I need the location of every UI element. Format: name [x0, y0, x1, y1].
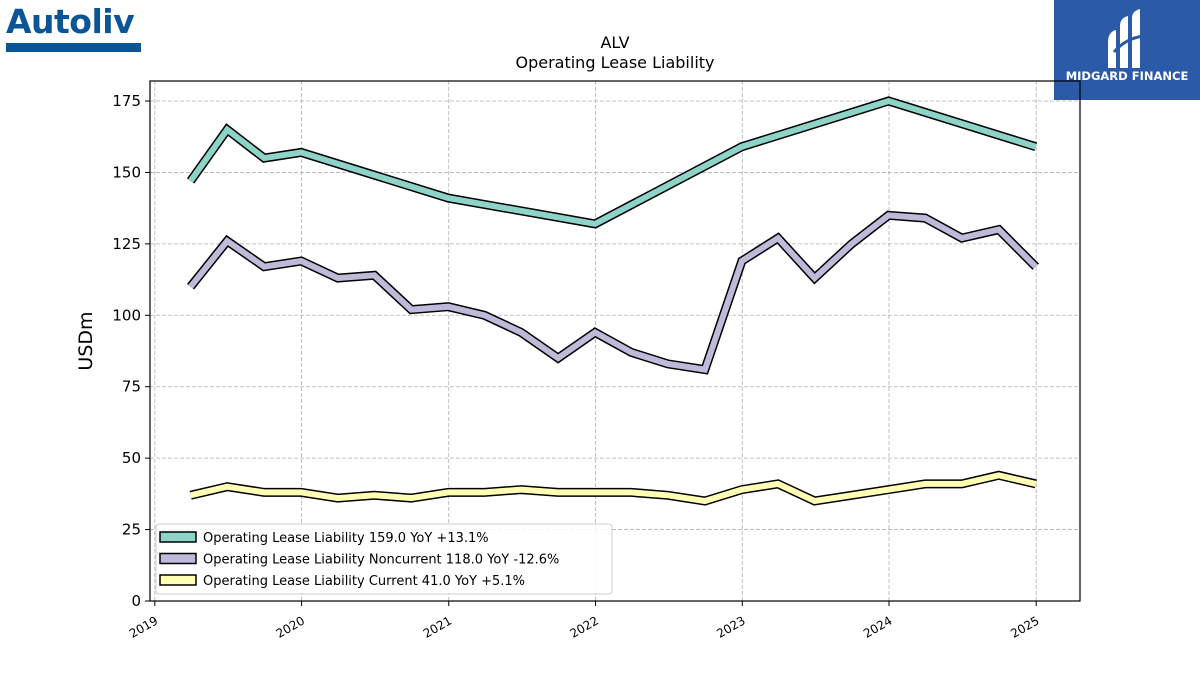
y-tick-label: 175 — [112, 92, 141, 110]
x-tick-label: 2019 — [127, 613, 160, 640]
series-lines — [186, 96, 1039, 506]
x-tick-label: 2023 — [714, 613, 747, 640]
midgard-finance-text: MIDGARD FINANCE — [1065, 69, 1189, 83]
series-line-outline — [186, 96, 1038, 229]
series-line — [188, 212, 1038, 373]
series-line — [189, 472, 1037, 505]
y-tick-label: 125 — [112, 235, 141, 253]
series-2 — [187, 210, 1039, 375]
legend-label: Operating Lease Liability Noncurrent 118… — [203, 553, 559, 568]
y-tick-label: 150 — [112, 163, 141, 181]
autoliv-logo: Autoliv — [6, 2, 142, 52]
legend-label: Operating Lease Liability 159.0 YoY +13.… — [203, 531, 489, 546]
x-tick-label: 2024 — [861, 613, 894, 640]
series-3 — [189, 470, 1037, 506]
legend-swatch — [159, 574, 197, 586]
legend-swatch — [159, 531, 197, 543]
legend-box — [155, 523, 613, 595]
y-tick-label: 25 — [122, 521, 141, 539]
midgard-monogram-icon — [1108, 9, 1145, 68]
y-axis-label: USDm — [75, 311, 97, 370]
chart-subtitle: Operating Lease Liability — [515, 53, 714, 72]
x-tick-label: 2022 — [568, 613, 601, 640]
grid — [150, 81, 1080, 602]
autoliv-logo-text: Autoliv — [6, 2, 135, 41]
plot-frame — [149, 80, 1081, 602]
y-tick-label: 100 — [112, 306, 141, 324]
x-tick-label: 2020 — [274, 613, 307, 640]
midgard-finance-logo: MIDGARD FINANCE — [1054, 0, 1200, 100]
x-tick-label: 2021 — [421, 613, 454, 640]
y-tick-label: 75 — [122, 378, 141, 396]
y-tick-label: 50 — [122, 449, 141, 467]
series-1 — [186, 96, 1038, 229]
legend: Operating Lease Liability 159.0 YoY +13.… — [155, 523, 613, 595]
series-line-outline — [187, 210, 1039, 375]
x-tick-label: 2025 — [1008, 613, 1041, 640]
legend-swatch — [159, 552, 197, 565]
autoliv-logo-bar — [6, 43, 141, 52]
chart-title: ALV — [600, 33, 629, 52]
legend-label: Operating Lease Liability Current 41.0 Y… — [203, 574, 525, 589]
y-tick-label: 0 — [131, 592, 141, 610]
series-line — [188, 97, 1037, 228]
